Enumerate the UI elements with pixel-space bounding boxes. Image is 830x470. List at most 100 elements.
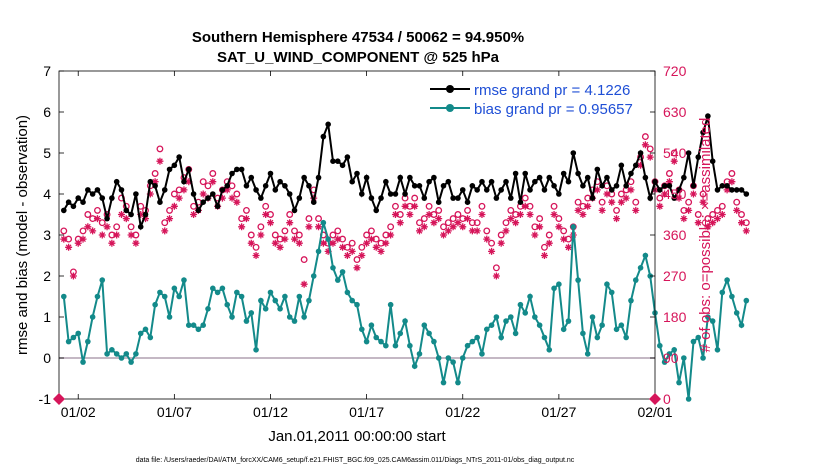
rmse-point [378,195,384,201]
obs-assimilated-point [627,186,635,194]
bias-point [373,334,380,341]
obs-assimilated-point [142,215,150,223]
obs-possible-point [127,223,135,231]
bias-point [123,351,130,357]
obs-possible-point [435,206,443,214]
rmse-point [522,170,529,177]
obs-possible-point [541,243,548,251]
obs-assimilated-point [137,211,145,218]
obs-possible-point [646,145,654,153]
obs-assimilated-point [689,190,697,198]
rmse-point [152,183,158,189]
bias-point [344,289,351,296]
obs-assimilated-point [425,211,433,218]
bias-point [685,396,692,402]
rmse-point [642,174,649,181]
bias-point [387,301,394,308]
rmse-point [94,187,101,193]
y-right-tick-label: 630 [663,104,687,120]
y-tick-label: 7 [43,63,51,79]
bias-point [541,334,548,341]
bias-point [411,363,418,370]
rmse-point [459,187,466,193]
bias-point [383,342,389,349]
obs-possible-point [161,219,169,227]
bias-point [181,277,187,283]
bias-point [498,334,504,341]
obs-assimilated-point [252,252,260,259]
obs-assimilated-point [89,227,97,235]
bias-point [546,347,553,353]
obs-assimilated-point [247,239,255,247]
rmse-point [599,183,605,189]
bias-point [493,314,500,320]
rmse-point [359,191,365,197]
bias-point [661,359,668,365]
obs-possible-point [156,145,164,153]
bias-point [113,351,120,357]
obs-assimilated-point [286,219,294,227]
bias-point [378,338,384,345]
rmse-point [440,183,447,189]
obs-assimilated-point [363,239,371,247]
obs-assimilated-point [271,239,279,247]
bias-point [474,334,480,341]
rmse-point [344,154,351,160]
rmse-point [498,187,504,193]
bias-point [584,351,591,357]
obs-possible-point [151,170,159,177]
legend-box [420,77,650,117]
obs-possible-point [492,264,500,272]
bias-point [80,359,86,365]
bias-point [253,347,259,353]
obs-possible-point [262,202,270,210]
rmse-point [310,199,317,205]
obs-assimilated-point [146,190,154,198]
obs-assimilated-point [161,227,169,235]
bias-point [560,326,567,333]
bias-point [296,293,303,300]
rmse-point [738,187,745,193]
rmse-point [147,178,154,185]
obs-possible-point [204,182,212,190]
obs-assimilated-point [656,202,664,210]
obs-possible-point [704,215,712,223]
rmse-point [286,191,293,197]
bias-point [455,379,461,386]
bias-point [61,293,67,300]
rmse-point [133,191,139,197]
obs-assimilated-point [526,211,534,218]
obs-possible-point [444,219,452,227]
obs-possible-point [353,256,361,264]
rmse-point [262,183,269,189]
rmse-point [330,158,336,164]
obs-assimilated-point [396,219,404,227]
obs-possible-point [286,211,294,218]
rmse-point [253,187,259,193]
plot-area [59,71,655,399]
bias-point [729,293,735,300]
bias-point [363,338,370,345]
obs-assimilated-point [406,211,414,218]
rmse-point [354,170,360,177]
rmse-point [445,178,452,185]
obs-possible-point [348,239,356,247]
bias-point [508,314,514,320]
obs-assimilated-markers [60,141,750,288]
bias-point [724,277,730,283]
rmse-point [671,195,678,201]
obs-possible-point [305,215,313,223]
bias-point [166,314,173,320]
rmse-point [483,187,490,193]
obs-assimilated-point [468,227,476,235]
obs-assimilated-point [98,231,106,239]
rmse-point [61,207,67,214]
obs-possible-point [329,231,337,239]
rmse-point [714,187,721,193]
rmse-point [181,178,187,185]
obs-possible-point [170,190,178,198]
obs-assimilated-point [228,194,236,202]
rmse-series-points [61,113,750,230]
bias-point [657,342,663,349]
rmse-point [450,195,456,201]
